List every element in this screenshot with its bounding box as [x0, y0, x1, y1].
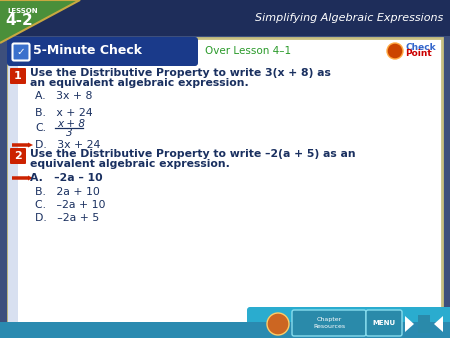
- FancyBboxPatch shape: [366, 310, 402, 336]
- FancyBboxPatch shape: [7, 37, 198, 66]
- Text: an equivalent algebraic expression.: an equivalent algebraic expression.: [30, 78, 249, 88]
- Text: A.   3x + 8: A. 3x + 8: [35, 91, 92, 101]
- FancyBboxPatch shape: [247, 307, 450, 338]
- Text: 1: 1: [14, 71, 22, 81]
- Circle shape: [387, 43, 403, 59]
- Text: C.: C.: [35, 123, 46, 133]
- Text: Simplifying Algebraic Expressions: Simplifying Algebraic Expressions: [255, 13, 443, 23]
- Bar: [8, 38, 442, 324]
- Text: 5-Minute Check: 5-Minute Check: [33, 45, 142, 57]
- Text: Use the Distributive Property to write 3(x + 8) as: Use the Distributive Property to write 3…: [30, 68, 331, 78]
- Bar: [418, 315, 430, 333]
- Text: x + 8: x + 8: [57, 119, 85, 129]
- FancyBboxPatch shape: [10, 68, 26, 84]
- Text: 2: 2: [14, 151, 22, 161]
- Text: A.   –2a – 10: A. –2a – 10: [30, 173, 103, 183]
- FancyBboxPatch shape: [13, 44, 30, 61]
- FancyBboxPatch shape: [292, 310, 366, 336]
- Text: equivalent algebraic expression.: equivalent algebraic expression.: [30, 159, 230, 169]
- Polygon shape: [0, 0, 80, 43]
- FancyBboxPatch shape: [10, 148, 26, 164]
- Polygon shape: [434, 316, 443, 332]
- FancyArrow shape: [12, 143, 33, 147]
- Text: ✓: ✓: [17, 47, 25, 57]
- Text: Use the Distributive Property to write –2(a + 5) as an: Use the Distributive Property to write –…: [30, 149, 356, 159]
- Text: LESSON: LESSON: [7, 8, 38, 14]
- Text: Check: Check: [405, 44, 436, 52]
- Text: Over Lesson 4–1: Over Lesson 4–1: [205, 46, 291, 56]
- Polygon shape: [405, 316, 414, 332]
- Text: B.   2a + 10: B. 2a + 10: [35, 187, 100, 197]
- Text: D.   –2a + 5: D. –2a + 5: [35, 213, 99, 223]
- Text: D.   3x + 24: D. 3x + 24: [35, 140, 100, 150]
- Text: MENU: MENU: [373, 320, 396, 326]
- Text: C.   –2a + 10: C. –2a + 10: [35, 200, 105, 210]
- Text: Point: Point: [405, 49, 432, 58]
- Bar: [0, 0, 450, 36]
- Text: Chapter
Resources: Chapter Resources: [313, 317, 345, 329]
- Text: B.   x + 24: B. x + 24: [35, 108, 93, 118]
- Bar: [8, 38, 18, 324]
- Text: 4-2: 4-2: [5, 13, 33, 28]
- Text: 3: 3: [66, 128, 72, 138]
- FancyArrow shape: [12, 175, 33, 180]
- Bar: [0, 322, 450, 338]
- Circle shape: [267, 313, 289, 335]
